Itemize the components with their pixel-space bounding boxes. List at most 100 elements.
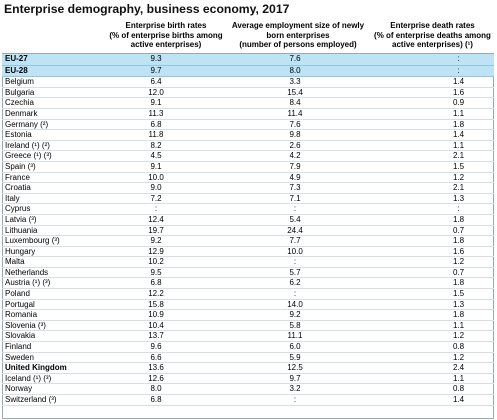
death-rate-cell: 1.2 [371, 256, 494, 268]
birth-rate-cell: 6.6 [107, 352, 225, 364]
employment-size-cell: 15.4 [225, 87, 371, 99]
table-row: Czechia 9.1 8.4 0.9 [2, 97, 494, 109]
country-cell: Cyprus [2, 203, 107, 215]
birth-rate-cell: 9.2 [107, 235, 225, 247]
country-cell: United Kingdom [2, 362, 107, 374]
employment-size-cell: 10.0 [225, 246, 371, 258]
table-row: Austria (¹) (³) 6.8 6.2 1.8 [2, 277, 494, 290]
death-rate-cell: 1.8 [371, 309, 494, 321]
table-row: Latvia (³) 12.4 5.4 1.8 [2, 214, 494, 226]
death-rate-cell: 1.6 [371, 87, 494, 99]
birth-rate-cell: 11.8 [107, 129, 225, 141]
death-rate-cell: 1.1 [371, 320, 494, 332]
table-row: Estonia 11.8 9.8 1.4 [2, 129, 494, 141]
birth-rate-cell: 15.8 [107, 299, 225, 311]
death-rate-cell: 2.1 [371, 150, 494, 162]
birth-rate-cell: 9.5 [107, 267, 225, 279]
country-cell: Luxembourg (³) [2, 235, 107, 247]
death-rate-cell: 1.8 [371, 119, 494, 131]
death-rate-cell: 1.3 [371, 193, 494, 205]
birth-rate-cell: 7.2 [107, 193, 225, 205]
table-row: Iceland (¹) (³) 12.6 9.7 1.1 [2, 372, 494, 385]
country-cell: EU-28 [2, 65, 107, 78]
table-title: Enterprise demography, business economy,… [4, 2, 290, 16]
employment-size-cell: 24.4 [225, 225, 371, 237]
birth-rate-cell: : [107, 203, 225, 215]
header-death-rates-text: Enterprise death rates (% of enterprise … [374, 21, 491, 50]
death-rate-cell: 1.6 [371, 246, 494, 258]
employment-size-cell: 11.4 [225, 108, 371, 120]
death-rate-cell: 0.9 [371, 97, 494, 109]
country-cell: Germany (²) [2, 119, 107, 131]
country-cell: Italy [2, 193, 107, 205]
table-row: Hungary 12.9 10.0 1.6 [2, 246, 494, 258]
death-rate-cell: 0.8 [371, 383, 494, 395]
death-rate-cell: 1.2 [371, 352, 494, 364]
employment-size-cell: 12.5 [225, 362, 371, 374]
table-row: Italy 7.2 7.1 1.3 [2, 193, 494, 205]
death-rate-cell: 0.8 [371, 341, 494, 353]
birth-rate-cell: 12.0 [107, 87, 225, 99]
employment-size-cell: 9.2 [225, 309, 371, 321]
table-row: France 10.0 4.9 1.2 [2, 172, 494, 184]
table-row: Ireland (¹) (²) 8.2 2.6 1.1 [2, 140, 494, 152]
table-row: Switzerland (³) 6.8:1.4 [2, 394, 494, 406]
death-rate-cell: 1.4 [371, 129, 494, 141]
table-row: Bulgaria 12.0 15.4 1.6 [2, 87, 494, 99]
death-rate-cell: 1.4 [371, 76, 494, 88]
birth-rate-cell: 6.8 [107, 277, 225, 290]
table-row: United Kingdom 13.6 12.5 2.4 [2, 362, 494, 374]
death-rate-cell: : [371, 203, 494, 215]
birth-rate-cell: 9.0 [107, 182, 225, 194]
country-cell: Poland [2, 288, 107, 300]
birth-rate-cell: 9.6 [107, 341, 225, 353]
death-rate-cell: 1.5 [371, 288, 494, 300]
birth-rate-cell: 10.9 [107, 309, 225, 321]
country-cell: Spain (³) [2, 161, 107, 173]
country-cell: Hungary [2, 246, 107, 258]
birth-rate-cell: 6.8 [107, 394, 225, 406]
header-row: Enterprise birth rates (% of enterprise … [2, 18, 494, 54]
country-cell: France [2, 172, 107, 184]
employment-size-cell: 4.2 [225, 150, 371, 162]
table-row: Norway 8.0 3.2 0.8 [2, 383, 494, 395]
country-cell: Ireland (¹) (²) [2, 140, 107, 152]
employment-size-cell: : [225, 256, 371, 268]
birth-rate-cell: 10.0 [107, 172, 225, 184]
birth-rate-cell: 10.2 [107, 256, 225, 268]
employment-size-cell: 2.6 [225, 140, 371, 152]
country-cell: Estonia [2, 129, 107, 141]
death-rate-cell: 1.8 [371, 277, 494, 290]
country-cell: Switzerland (³) [2, 394, 107, 406]
birth-rate-cell: 12.2 [107, 288, 225, 300]
employment-size-cell: 7.1 [225, 193, 371, 205]
table-row: Malta 10.2:1.2 [2, 256, 494, 268]
country-cell: Czechia [2, 97, 107, 109]
employment-size-cell: 6.2 [225, 277, 371, 290]
country-cell: Slovakia [2, 330, 107, 343]
country-cell: Sweden [2, 352, 107, 364]
birth-rate-cell: 19.7 [107, 225, 225, 237]
employment-size-cell: 5.9 [225, 352, 371, 364]
country-cell: Romania [2, 309, 107, 321]
table-row: Romania 10.9 9.2 1.8 [2, 309, 494, 321]
employment-size-cell: : [225, 288, 371, 300]
death-rate-cell: 0.7 [371, 267, 494, 279]
country-cell: Netherlands [2, 267, 107, 279]
table-row: Finland 9.6 6.0 0.8 [2, 341, 494, 353]
table-body: EU-27 9.3 7.6: EU-28 9.7 8.0: Belgium 6.4 3.3 1.4… [2, 53, 494, 406]
table-row: Greece (¹) (³) 4.5 4.2 2.1 [2, 150, 494, 162]
birth-rate-cell: 12.4 [107, 214, 225, 226]
employment-size-cell: 8.4 [225, 97, 371, 109]
country-cell: Slovenia (³) [2, 320, 107, 332]
birth-rate-cell: 9.1 [107, 161, 225, 173]
header-country [2, 18, 107, 54]
employment-size-cell: 5.8 [225, 320, 371, 332]
employment-size-cell: 7.3 [225, 182, 371, 194]
country-cell: Austria (¹) (³) [2, 277, 107, 290]
employment-size-cell: 4.9 [225, 172, 371, 184]
death-rate-cell: 0.7 [371, 225, 494, 237]
header-employment-size: Average employment size of newly born en… [225, 18, 371, 54]
employment-size-cell: 9.7 [225, 372, 371, 385]
enterprise-demography-table: Enterprise birth rates (% of enterprise … [2, 18, 494, 406]
